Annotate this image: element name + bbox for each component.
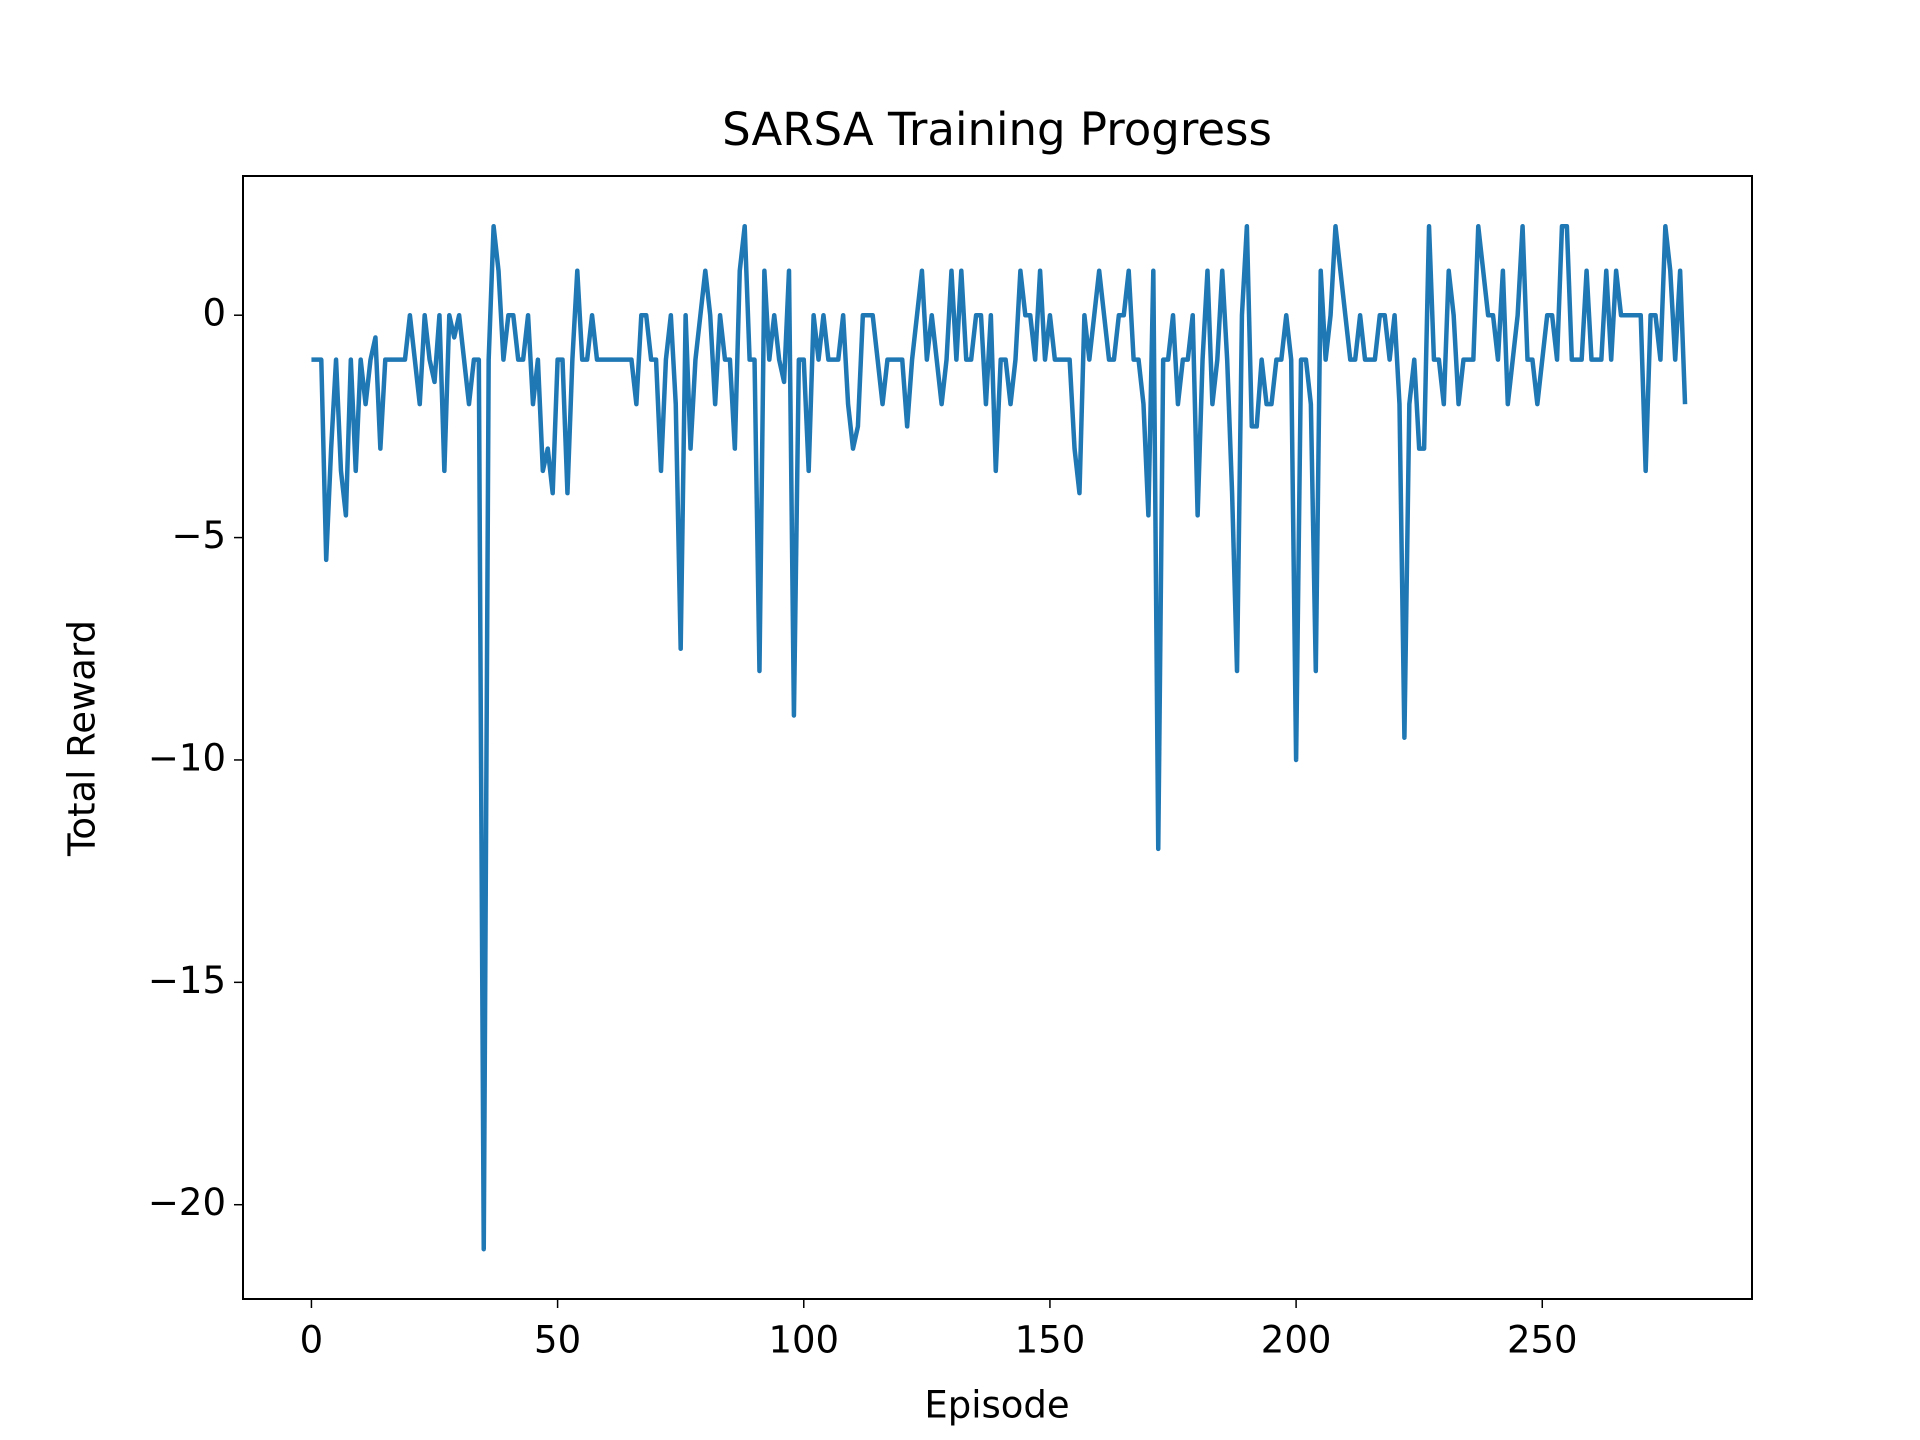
x-tick-label: 250 bbox=[1507, 1319, 1578, 1362]
y-axis-label: Total Reward bbox=[61, 620, 104, 857]
x-tick-label: 150 bbox=[1015, 1319, 1086, 1362]
y-tick-label: −10 bbox=[148, 736, 226, 779]
chart-title: SARSA Training Progress bbox=[722, 103, 1272, 156]
x-tick-label: 0 bbox=[300, 1319, 324, 1362]
x-tick-label: 50 bbox=[534, 1319, 581, 1362]
data-line bbox=[311, 224, 1688, 1252]
y-tick-label: −20 bbox=[148, 1181, 226, 1224]
x-axis-label: Episode bbox=[924, 1384, 1069, 1427]
y-tick-label: −15 bbox=[148, 959, 226, 1002]
y-tick-label: 0 bbox=[202, 292, 226, 335]
x-tick-label: 200 bbox=[1261, 1319, 1332, 1362]
plot-frame bbox=[242, 175, 1753, 1300]
x-tick-label: 100 bbox=[768, 1319, 839, 1362]
y-tick-label: −5 bbox=[171, 514, 226, 557]
